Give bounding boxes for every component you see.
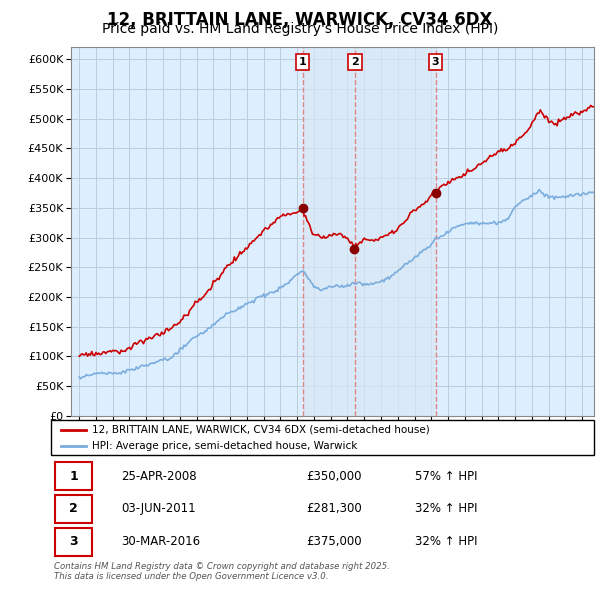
Text: £350,000: £350,000 bbox=[306, 470, 362, 483]
Text: 03-JUN-2011: 03-JUN-2011 bbox=[122, 503, 196, 516]
Text: 2: 2 bbox=[351, 57, 359, 67]
Text: 25-APR-2008: 25-APR-2008 bbox=[122, 470, 197, 483]
Text: 3: 3 bbox=[70, 535, 78, 548]
Text: 1: 1 bbox=[299, 57, 307, 67]
Text: 12, BRITTAIN LANE, WARWICK, CV34 6DX (semi-detached house): 12, BRITTAIN LANE, WARWICK, CV34 6DX (se… bbox=[92, 425, 430, 435]
Text: HPI: Average price, semi-detached house, Warwick: HPI: Average price, semi-detached house,… bbox=[92, 441, 357, 451]
Text: £281,300: £281,300 bbox=[306, 503, 362, 516]
Bar bbox=[355, 47, 436, 416]
FancyBboxPatch shape bbox=[55, 528, 92, 556]
FancyBboxPatch shape bbox=[55, 463, 92, 490]
Text: 32% ↑ HPI: 32% ↑ HPI bbox=[415, 503, 478, 516]
Text: £375,000: £375,000 bbox=[306, 535, 362, 548]
Text: 30-MAR-2016: 30-MAR-2016 bbox=[122, 535, 201, 548]
Text: 57% ↑ HPI: 57% ↑ HPI bbox=[415, 470, 478, 483]
FancyBboxPatch shape bbox=[55, 495, 92, 523]
Text: Price paid vs. HM Land Registry's House Price Index (HPI): Price paid vs. HM Land Registry's House … bbox=[102, 22, 498, 37]
Text: 12, BRITTAIN LANE, WARWICK, CV34 6DX: 12, BRITTAIN LANE, WARWICK, CV34 6DX bbox=[107, 11, 493, 29]
Text: Contains HM Land Registry data © Crown copyright and database right 2025.
This d: Contains HM Land Registry data © Crown c… bbox=[54, 562, 390, 581]
Text: 32% ↑ HPI: 32% ↑ HPI bbox=[415, 535, 478, 548]
Text: 3: 3 bbox=[432, 57, 439, 67]
Text: 2: 2 bbox=[70, 503, 78, 516]
Bar bbox=[302, 47, 355, 416]
Text: 1: 1 bbox=[70, 470, 78, 483]
